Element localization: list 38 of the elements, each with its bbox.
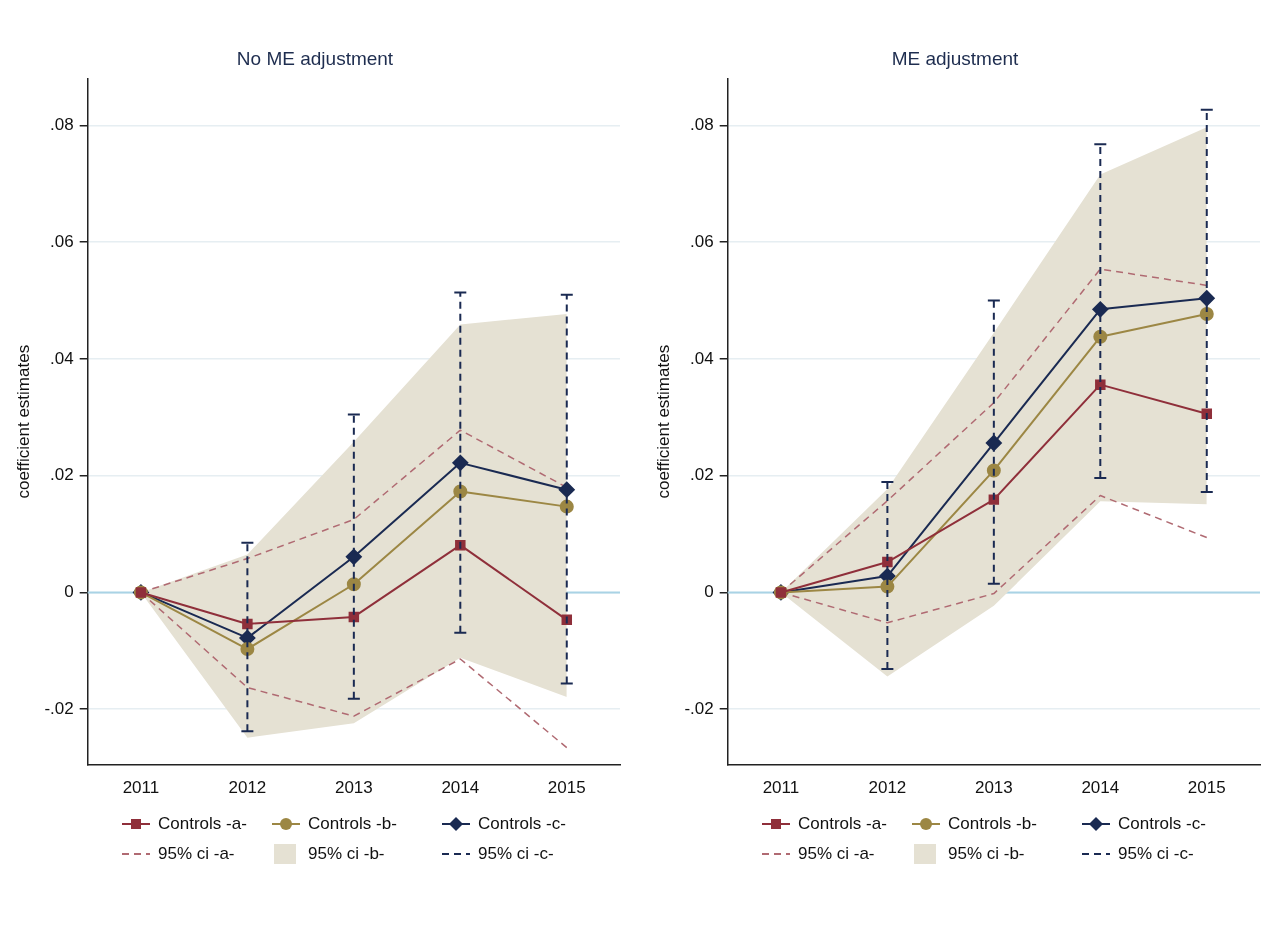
y-tick-label: 0 <box>704 582 714 602</box>
x-tick-label: 2015 <box>1187 778 1226 798</box>
legend-label: 95% ci -a- <box>158 844 235 864</box>
legend-label: 95% ci -c- <box>478 844 554 864</box>
y-tick-label: -.02 <box>44 698 74 718</box>
x-tick-label: 2013 <box>974 778 1013 798</box>
x-tick-label: 2015 <box>547 778 586 798</box>
legend-label: Controls -b- <box>948 814 1037 834</box>
legend-label: 95% ci -b- <box>948 844 1025 864</box>
x-tick-label: 2014 <box>441 778 480 798</box>
y-tick-label: -.02 <box>684 698 714 718</box>
legend-label: 95% ci -b- <box>308 844 385 864</box>
legend-label: Controls -c- <box>1118 814 1206 834</box>
legend-label: 95% ci -a- <box>798 844 875 864</box>
chart-title: No ME adjustment <box>236 47 394 69</box>
y-tick-label: .02 <box>50 465 74 485</box>
y-tick-label: .02 <box>690 465 714 485</box>
legend-label: Controls -b- <box>308 814 397 834</box>
y-tick-label: .08 <box>690 115 714 135</box>
legend-label: Controls -a- <box>798 814 887 834</box>
y-tick-label: .04 <box>690 348 714 368</box>
y-axis-title: coefficient estimates <box>653 344 673 499</box>
x-tick-label: 2011 <box>762 778 800 798</box>
x-tick-label: 2012 <box>868 778 907 798</box>
y-tick-label: 0 <box>64 582 74 602</box>
x-tick-label: 2011 <box>122 778 160 798</box>
y-axis-title: coefficient estimates <box>13 344 33 499</box>
y-tick-label: .06 <box>690 231 714 251</box>
y-tick-label: .08 <box>50 115 74 135</box>
legend-label: Controls -a- <box>158 814 247 834</box>
x-tick-label: 2013 <box>334 778 373 798</box>
legend-label: 95% ci -c- <box>1118 844 1194 864</box>
x-tick-label: 2014 <box>1081 778 1120 798</box>
chart-title: ME adjustment <box>891 47 1020 69</box>
y-tick-label: .06 <box>50 231 74 251</box>
x-tick-label: 2012 <box>228 778 267 798</box>
legend-label: Controls -c- <box>478 814 566 834</box>
y-tick-label: .04 <box>50 348 74 368</box>
